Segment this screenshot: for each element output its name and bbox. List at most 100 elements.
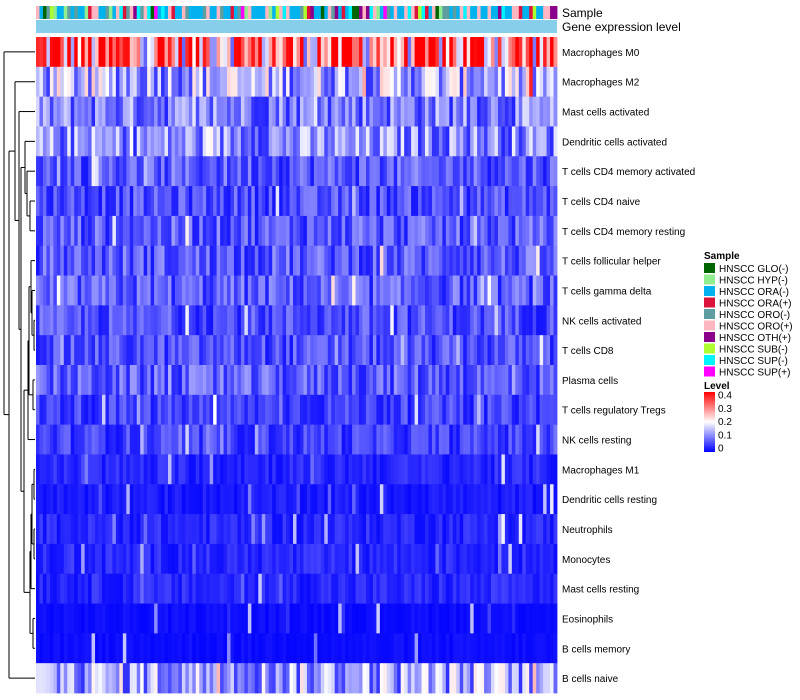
heatmap-cell bbox=[334, 633, 339, 664]
heatmap-cell bbox=[317, 37, 322, 68]
heatmap-cell bbox=[230, 663, 235, 694]
heatmap-cell bbox=[348, 335, 353, 366]
heatmap-cell bbox=[60, 543, 65, 575]
heatmap-cell bbox=[525, 305, 530, 336]
heatmap-cell bbox=[233, 514, 238, 545]
heatmap-cell bbox=[56, 126, 61, 157]
heatmap-cell bbox=[84, 573, 89, 604]
heatmap-cell bbox=[195, 603, 200, 634]
heatmap-cell bbox=[240, 96, 245, 127]
heatmap-cell bbox=[209, 66, 214, 98]
heatmap-cell bbox=[511, 573, 516, 604]
heatmap-cell bbox=[95, 543, 99, 575]
heatmap-cell bbox=[546, 603, 551, 634]
heatmap-cell bbox=[369, 365, 374, 396]
heatmap-cell bbox=[352, 156, 356, 187]
heatmap-cell bbox=[247, 305, 252, 336]
heatmap-cell bbox=[431, 156, 436, 187]
heatmap-cell bbox=[341, 394, 346, 426]
heatmap-cell bbox=[275, 573, 280, 604]
heatmap-cell bbox=[518, 96, 523, 127]
level-legend-tick: 0.1 bbox=[718, 430, 732, 441]
heatmap-cell bbox=[296, 305, 301, 336]
heatmap-cell bbox=[199, 603, 204, 634]
heatmap-cell bbox=[213, 633, 218, 664]
heatmap-cell bbox=[98, 424, 103, 455]
heatmap-cell bbox=[317, 424, 322, 455]
sample-annotation-track bbox=[36, 6, 558, 19]
sample-annotation-cell bbox=[150, 6, 155, 19]
heatmap-cell bbox=[338, 603, 343, 634]
heatmap-cell bbox=[553, 394, 558, 426]
heatmap-cell bbox=[223, 126, 228, 157]
heatmap-cell bbox=[327, 66, 332, 98]
heatmap-cell bbox=[143, 454, 148, 485]
sample-annotation-cell bbox=[313, 6, 318, 19]
heatmap-cell bbox=[452, 424, 457, 455]
heatmap-cell bbox=[456, 96, 461, 127]
heatmap-cell bbox=[327, 603, 332, 634]
heatmap-cell bbox=[372, 37, 377, 68]
heatmap-cell bbox=[216, 514, 221, 545]
heatmap-cell bbox=[136, 215, 141, 247]
heatmap-cell bbox=[355, 394, 360, 426]
heatmap-cell bbox=[70, 514, 75, 545]
heatmap-cell bbox=[206, 484, 211, 515]
heatmap-cell bbox=[320, 245, 325, 276]
heatmap-cell bbox=[501, 96, 506, 127]
heatmap-cell bbox=[397, 66, 402, 98]
heatmap-cell bbox=[101, 484, 106, 515]
heatmap-cell bbox=[313, 245, 318, 276]
sample-legend-label: HNSCC SUP(+) bbox=[719, 368, 790, 379]
heatmap-cell bbox=[550, 275, 554, 306]
heatmap-cell bbox=[491, 484, 495, 515]
heatmap-cell bbox=[265, 603, 270, 634]
heatmap-cell bbox=[386, 335, 391, 366]
heatmap-cell bbox=[365, 454, 370, 485]
heatmap-cell bbox=[53, 603, 58, 634]
heatmap-cell bbox=[348, 484, 353, 515]
heatmap-cell bbox=[428, 633, 433, 664]
heatmap-cell bbox=[411, 424, 415, 455]
heatmap-cell bbox=[306, 335, 311, 366]
heatmap-cell bbox=[459, 245, 464, 276]
sample-annotation-cell bbox=[359, 6, 363, 19]
heatmap-cell bbox=[286, 394, 290, 426]
heatmap-cell bbox=[122, 454, 127, 485]
heatmap-cell bbox=[491, 663, 495, 694]
heatmap-cell bbox=[442, 37, 447, 68]
heatmap-cell bbox=[91, 275, 96, 306]
heatmap-cell bbox=[518, 245, 523, 276]
heatmap-cell bbox=[431, 573, 436, 604]
sample-annotation-cell bbox=[532, 6, 537, 19]
sample-annotation-cell bbox=[36, 6, 40, 19]
heatmap-cell bbox=[185, 156, 190, 187]
heatmap-cell bbox=[299, 335, 304, 366]
heatmap-cell bbox=[136, 454, 141, 485]
heatmap-cell bbox=[140, 663, 145, 694]
heatmap-cell bbox=[532, 215, 537, 247]
heatmap-cell bbox=[379, 633, 384, 664]
sample-annotation-cell bbox=[174, 6, 179, 19]
heatmap-cell bbox=[546, 335, 551, 366]
sample-annotation-cell bbox=[320, 6, 325, 19]
heatmap-cell bbox=[494, 514, 499, 545]
heatmap-cell bbox=[105, 96, 110, 127]
heatmap-cell bbox=[223, 215, 228, 247]
heatmap-cell bbox=[487, 335, 492, 366]
heatmap-cell bbox=[251, 66, 256, 98]
heatmap-cell bbox=[56, 275, 61, 306]
heatmap-cell bbox=[95, 573, 99, 604]
heatmap-cell bbox=[282, 424, 287, 455]
heatmap-cell bbox=[397, 365, 402, 396]
heatmap-cell bbox=[282, 215, 287, 247]
heatmap-cell bbox=[56, 96, 61, 127]
heatmap-cell bbox=[515, 603, 520, 634]
heatmap-cell bbox=[164, 633, 169, 664]
heatmap-cell bbox=[67, 335, 72, 366]
heatmap-cell bbox=[247, 215, 252, 247]
heatmap-cell bbox=[161, 394, 165, 426]
heatmap-cell bbox=[362, 484, 367, 515]
heatmap-cell bbox=[299, 484, 304, 515]
heatmap-cell bbox=[105, 603, 110, 634]
